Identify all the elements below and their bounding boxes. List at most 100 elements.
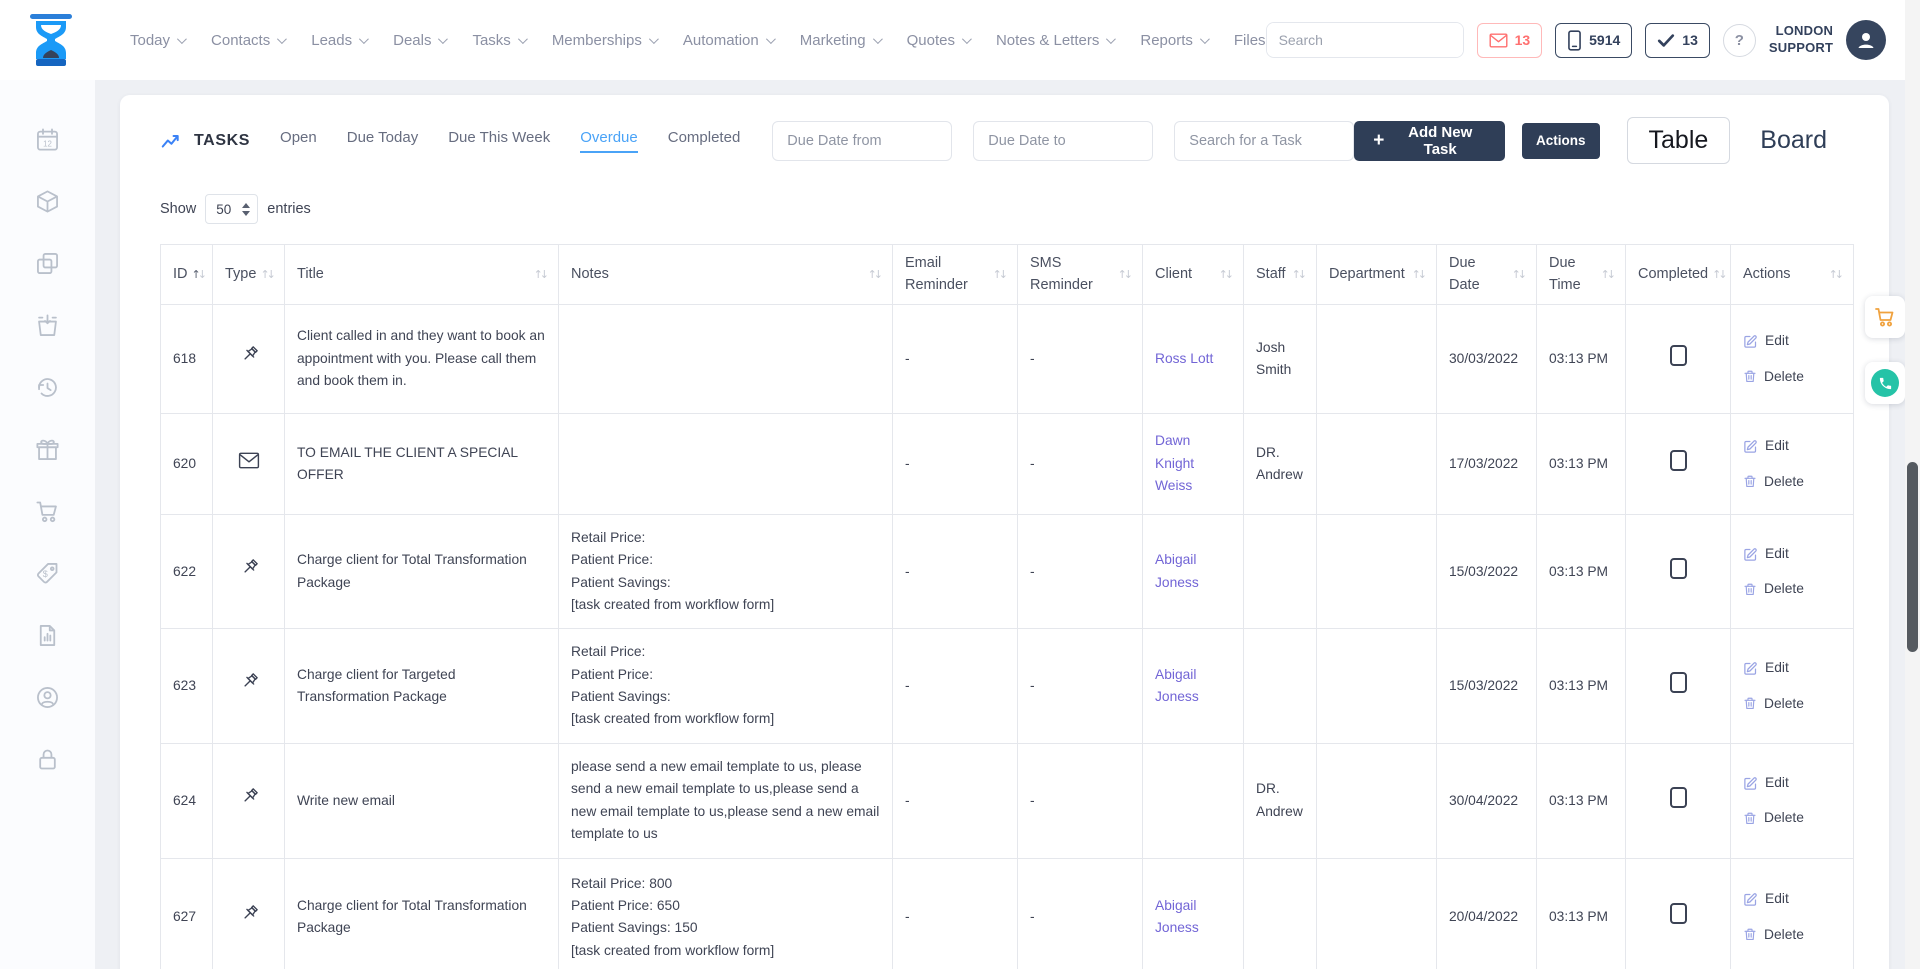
sort-icon[interactable]: ↑↓ [260,267,276,281]
nav-item-quotes[interactable]: Quotes [907,32,972,49]
add-new-task-button[interactable]: + Add New Task [1354,120,1505,161]
col-header-client[interactable]: Client ↑↓ [1142,244,1244,305]
col-header-due-time[interactable]: Due Time ↑↓ [1536,244,1626,305]
sort-icon[interactable]: ↑↓ [191,267,208,281]
nav-item-automation[interactable]: Automation [683,32,776,49]
sort-icon[interactable]: ↑↓ [992,268,1009,281]
tab-open[interactable]: Open [280,128,317,146]
completed-checkbox[interactable] [1669,344,1687,366]
delete-button[interactable]: Delete [1743,471,1841,493]
search-input[interactable] [1266,23,1463,57]
completed-checkbox[interactable] [1669,786,1687,808]
edit-button[interactable]: Edit [1743,657,1841,679]
completed-checkbox[interactable] [1669,557,1687,579]
client-link[interactable]: Abigail Joness [1155,897,1199,936]
delete-button[interactable]: Delete [1743,578,1841,600]
package-icon[interactable] [34,188,61,215]
client-link[interactable]: Abigail Joness [1155,552,1199,590]
nav-item-leads[interactable]: Leads [311,32,369,49]
col-header-staff[interactable]: Staff ↑↓ [1243,244,1317,305]
nav-item-marketing[interactable]: Marketing [800,32,883,49]
edit-button[interactable]: Edit [1743,330,1841,352]
delete-button[interactable]: Delete [1743,366,1841,388]
due-date-from-input[interactable] [772,120,953,161]
sort-icon[interactable]: ↑↓ [1117,268,1134,281]
report-icon[interactable] [34,622,61,649]
col-header-email-reminder[interactable]: Email Reminder ↑↓ [892,244,1018,305]
col-header-department[interactable]: Department ↑↓ [1316,244,1437,305]
sort-icon[interactable]: ↑↓ [1600,268,1617,281]
col-header-id[interactable]: ID ↑↓ [160,244,213,305]
email-reminder: - [892,413,1018,515]
board-view-toggle[interactable]: Board [1760,126,1827,154]
scrollbar-thumb[interactable] [1907,462,1918,652]
due-date-to-input[interactable] [973,120,1154,161]
copy-icon[interactable] [34,250,61,277]
completed-checkbox[interactable] [1669,903,1687,925]
col-header-type[interactable]: Type ↑↓ [212,244,285,305]
nav-item-files[interactable]: Files [1234,32,1266,49]
nav-item-today[interactable]: Today [130,32,187,49]
table-view-toggle[interactable]: Table [1626,117,1731,164]
completed-checkbox[interactable] [1669,449,1687,471]
nav-item-reports[interactable]: Reports [1140,32,1210,49]
col-header-sms-reminder[interactable]: SMS Reminder ↑↓ [1017,244,1143,305]
staff-name [1243,628,1317,744]
tab-overdue[interactable]: Overdue [580,129,638,153]
edit-button[interactable]: Edit [1743,888,1841,910]
email-notifications-badge[interactable]: 13 [1476,22,1543,58]
user-avatar[interactable] [1846,20,1887,60]
sort-icon[interactable]: ↑↓ [533,267,550,281]
cart-icon[interactable] [34,498,61,525]
nav-item-notes-letters[interactable]: Notes & Letters [996,32,1117,49]
client-link[interactable]: Abigail Joness [1155,666,1199,705]
tab-due-this-week[interactable]: Due This Week [448,128,551,146]
delete-button[interactable]: Delete [1743,693,1841,715]
delete-button[interactable]: Delete [1743,924,1841,946]
sort-icon[interactable]: ↑↓ [1511,268,1528,281]
client-link[interactable]: Dawn Knight Weiss [1155,433,1195,494]
nav-item-tasks[interactable]: Tasks [472,32,528,49]
completed-checkbox[interactable] [1669,671,1687,693]
bag-arrow-icon[interactable] [34,312,61,339]
col-header-completed[interactable]: Completed ↑↓ [1625,244,1731,305]
edit-button[interactable]: Edit [1743,435,1841,457]
floating-cart-button[interactable] [1865,296,1905,338]
account-icon[interactable] [34,684,61,711]
gift-icon[interactable] [34,436,61,463]
tab-due-today[interactable]: Due Today [346,128,419,146]
nav-item-deals[interactable]: Deals [393,32,449,49]
task-notes [558,304,893,414]
col-header-title[interactable]: Title ↑↓ [284,244,559,305]
due-time: 03:13 PM [1536,413,1626,515]
nav-item-contacts[interactable]: Contacts [211,32,288,49]
task-search-input[interactable] [1174,120,1355,161]
sort-icon[interactable]: ↑↓ [1411,267,1428,281]
client-link[interactable]: Ross Lott [1155,350,1214,366]
edit-button[interactable]: Edit [1743,772,1841,794]
sort-icon[interactable]: ↑↓ [1291,267,1308,281]
col-header-notes[interactable]: Notes ↑↓ [558,244,893,305]
edit-button[interactable]: Edit [1743,543,1841,565]
tab-completed[interactable]: Completed [667,128,741,146]
col-header-actions[interactable]: Actions ↑↓ [1730,244,1854,305]
page-scrollbar[interactable] [1905,0,1920,969]
page-size-select[interactable]: 50 [205,194,259,224]
calendar-icon[interactable]: 12 [34,126,61,153]
lock-icon[interactable] [34,746,61,773]
price-tag-icon[interactable]: $ [34,560,61,587]
help-button[interactable]: ? [1722,23,1756,57]
sort-icon[interactable]: ↑↓ [1218,267,1235,281]
history-icon[interactable] [34,374,61,401]
nav-item-memberships[interactable]: Memberships [552,32,659,49]
sort-icon[interactable]: ↑↓ [867,267,884,281]
floating-phone-button[interactable] [1865,362,1905,404]
calls-badge[interactable]: 5914 [1555,22,1633,58]
tasks-badge[interactable]: 13 [1645,22,1710,58]
col-header-due-date[interactable]: Due Date ↑↓ [1436,244,1537,305]
delete-button[interactable]: Delete [1743,807,1841,829]
sort-icon[interactable]: ↑↓ [1828,267,1845,281]
actions-button[interactable]: Actions [1522,122,1600,159]
app-logo-icon[interactable] [28,12,74,68]
sort-icon[interactable]: ↑↓ [1712,267,1728,281]
